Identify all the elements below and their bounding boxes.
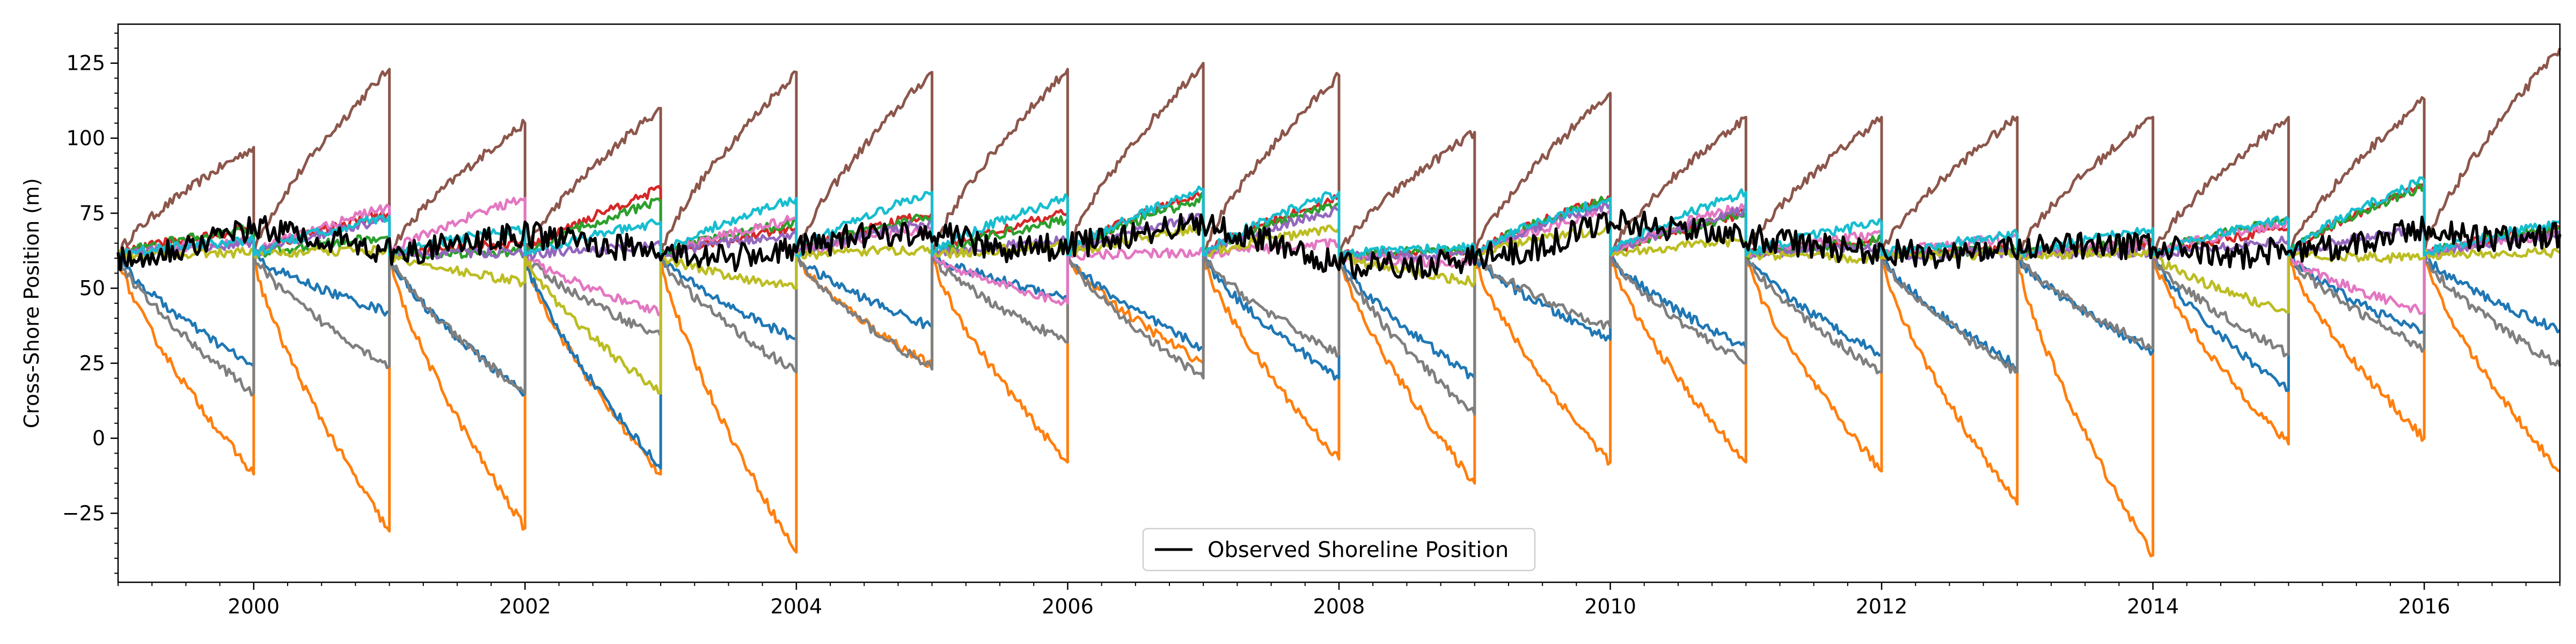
y-tick-label: 50 <box>79 276 105 300</box>
y-tick-label: 125 <box>66 52 105 75</box>
y-tick-label: 0 <box>92 427 105 450</box>
model-series-10 <box>118 176 2560 261</box>
legend-label-observed: Observed Shoreline Position <box>1208 538 1509 562</box>
x-tick-label: 2010 <box>1584 595 1636 618</box>
legend: Observed Shoreline Position <box>1142 528 1536 572</box>
x-tick-label: 2004 <box>771 595 823 618</box>
y-tick-label: 75 <box>79 201 105 225</box>
y-tick-label: 25 <box>79 352 105 375</box>
x-tick-label: 2006 <box>1042 595 1094 618</box>
x-axis: 2000 2002 2004 2006 2008 2010 2012 2014 2016 <box>118 582 2560 618</box>
x-tick-label: 2000 <box>228 595 280 618</box>
y-tick-label: −25 <box>62 501 105 525</box>
observed-shoreline-line <box>116 209 2562 280</box>
x-tick-label: 2002 <box>499 595 551 618</box>
model-series-layer <box>116 47 2562 558</box>
x-tick-label: 2014 <box>2127 595 2179 618</box>
observed-series-layer <box>116 209 2562 280</box>
y-tick-label: 100 <box>66 126 105 150</box>
legend-box <box>1142 528 1536 572</box>
y-axis: 125 100 75 50 25 0 −25 <box>62 32 118 574</box>
x-tick-label: 2016 <box>2398 595 2450 618</box>
y-axis-label: Cross-Shore Position (m) <box>20 178 43 428</box>
x-tick-label: 2012 <box>1856 595 1908 618</box>
x-tick-label: 2008 <box>1313 595 1365 618</box>
